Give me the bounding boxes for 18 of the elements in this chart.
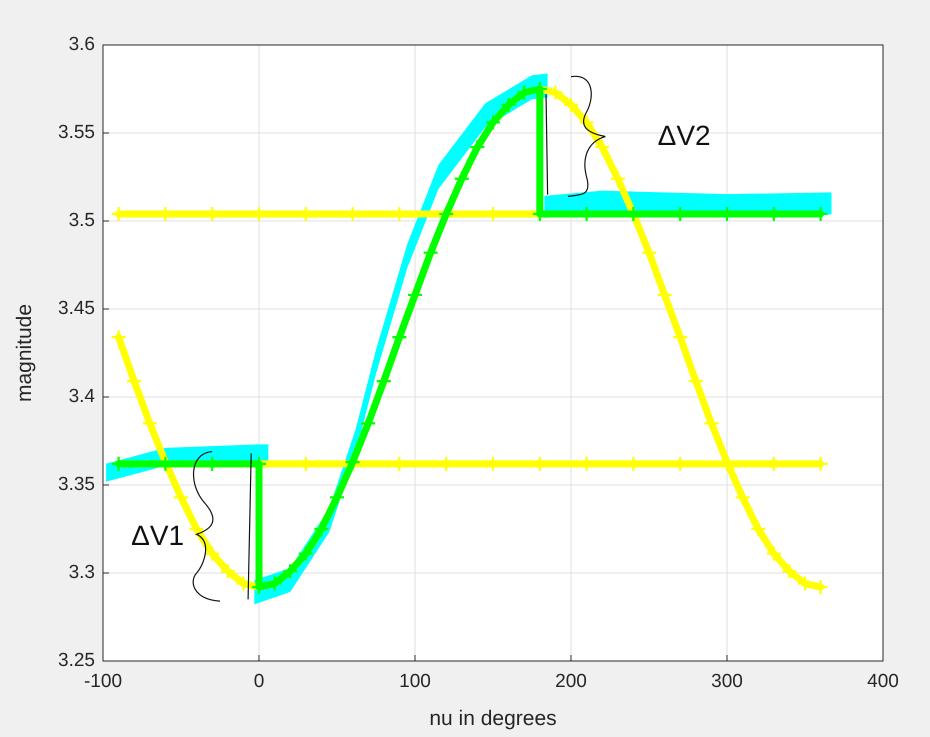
annotation: ΔV1: [131, 520, 184, 552]
x-tick-label: 300: [711, 671, 743, 692]
x-axis-title: nu in degrees: [429, 707, 557, 730]
x-tick-label: 200: [555, 671, 587, 692]
y-tick-label: 3.35: [58, 474, 95, 496]
x-tick-label: 400: [867, 671, 899, 692]
y-tick-label: 3.45: [58, 298, 95, 320]
y-axis-title: magnitude: [13, 304, 36, 402]
y-tick-label: 3.6: [68, 34, 95, 56]
y-tick-label: 3.25: [58, 650, 95, 672]
y-tick-label: 3.4: [68, 386, 96, 408]
y-tick-label: 3.5: [68, 210, 95, 232]
x-tick-label: 100: [399, 671, 431, 692]
y-tick-label: 3.55: [58, 122, 95, 144]
x-tick-label: 0: [254, 671, 264, 692]
y-tick-label: 3.3: [68, 562, 95, 584]
annotation: ΔV2: [658, 120, 711, 151]
x-tick-label: -100: [84, 671, 122, 692]
